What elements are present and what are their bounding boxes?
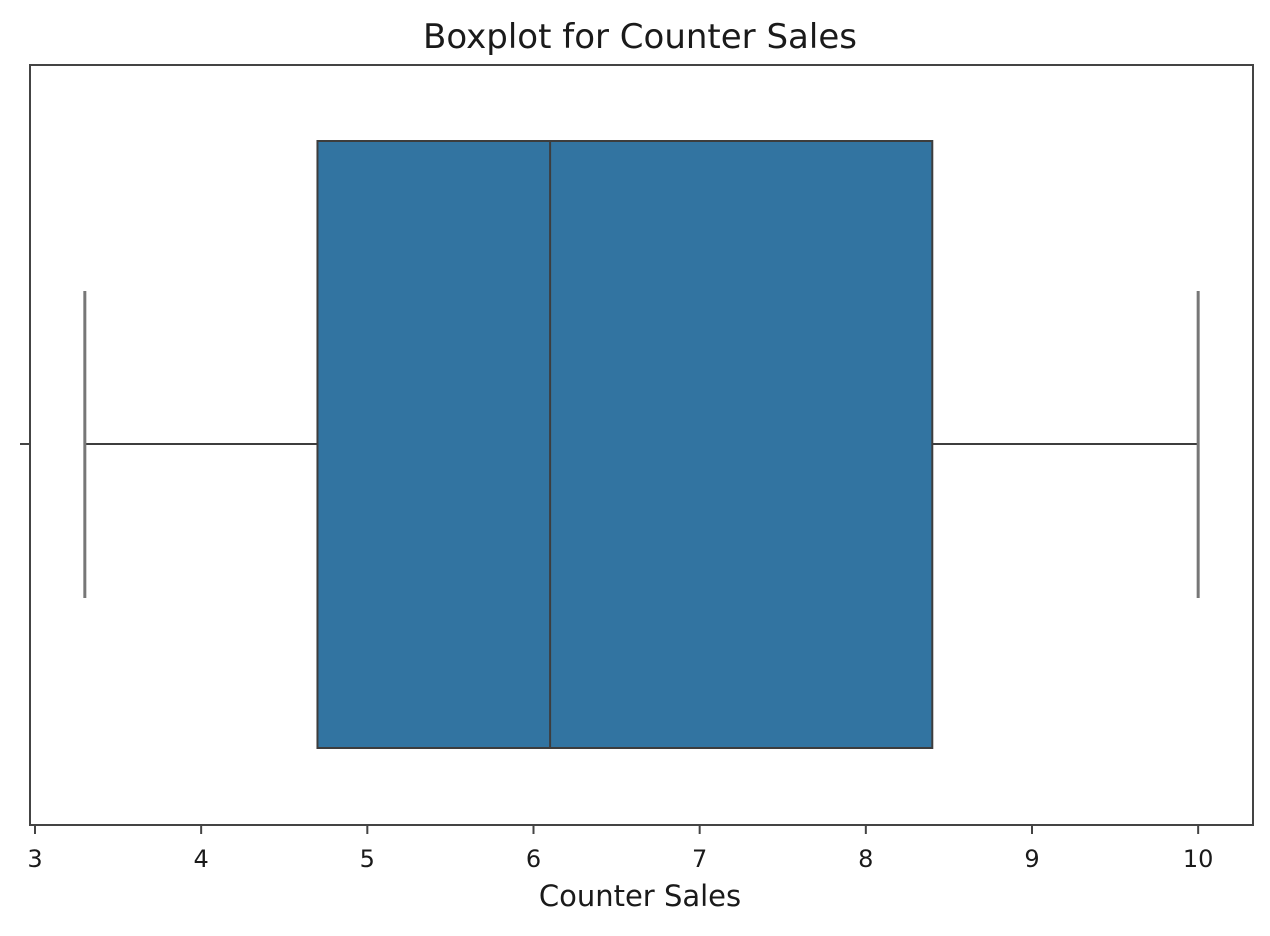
interquartile-box [316, 140, 934, 749]
x-tick-label: 6 [526, 845, 541, 873]
x-tick-label: 10 [1183, 845, 1214, 873]
x-axis-ticks: 3 4 5 6 7 8 9 10 [27, 825, 1213, 873]
x-tick-label: 5 [360, 845, 375, 873]
x-tick-label: 8 [858, 845, 873, 873]
x-tick-label: 7 [692, 845, 707, 873]
x-tick-label: 4 [194, 845, 209, 873]
x-tick-label: 9 [1024, 845, 1039, 873]
box-and-whisker [83, 140, 1200, 749]
x-tick-label: 3 [27, 845, 42, 873]
x-axis-label: Counter Sales [539, 879, 741, 913]
chart-title: Boxplot for Counter Sales [423, 17, 857, 57]
